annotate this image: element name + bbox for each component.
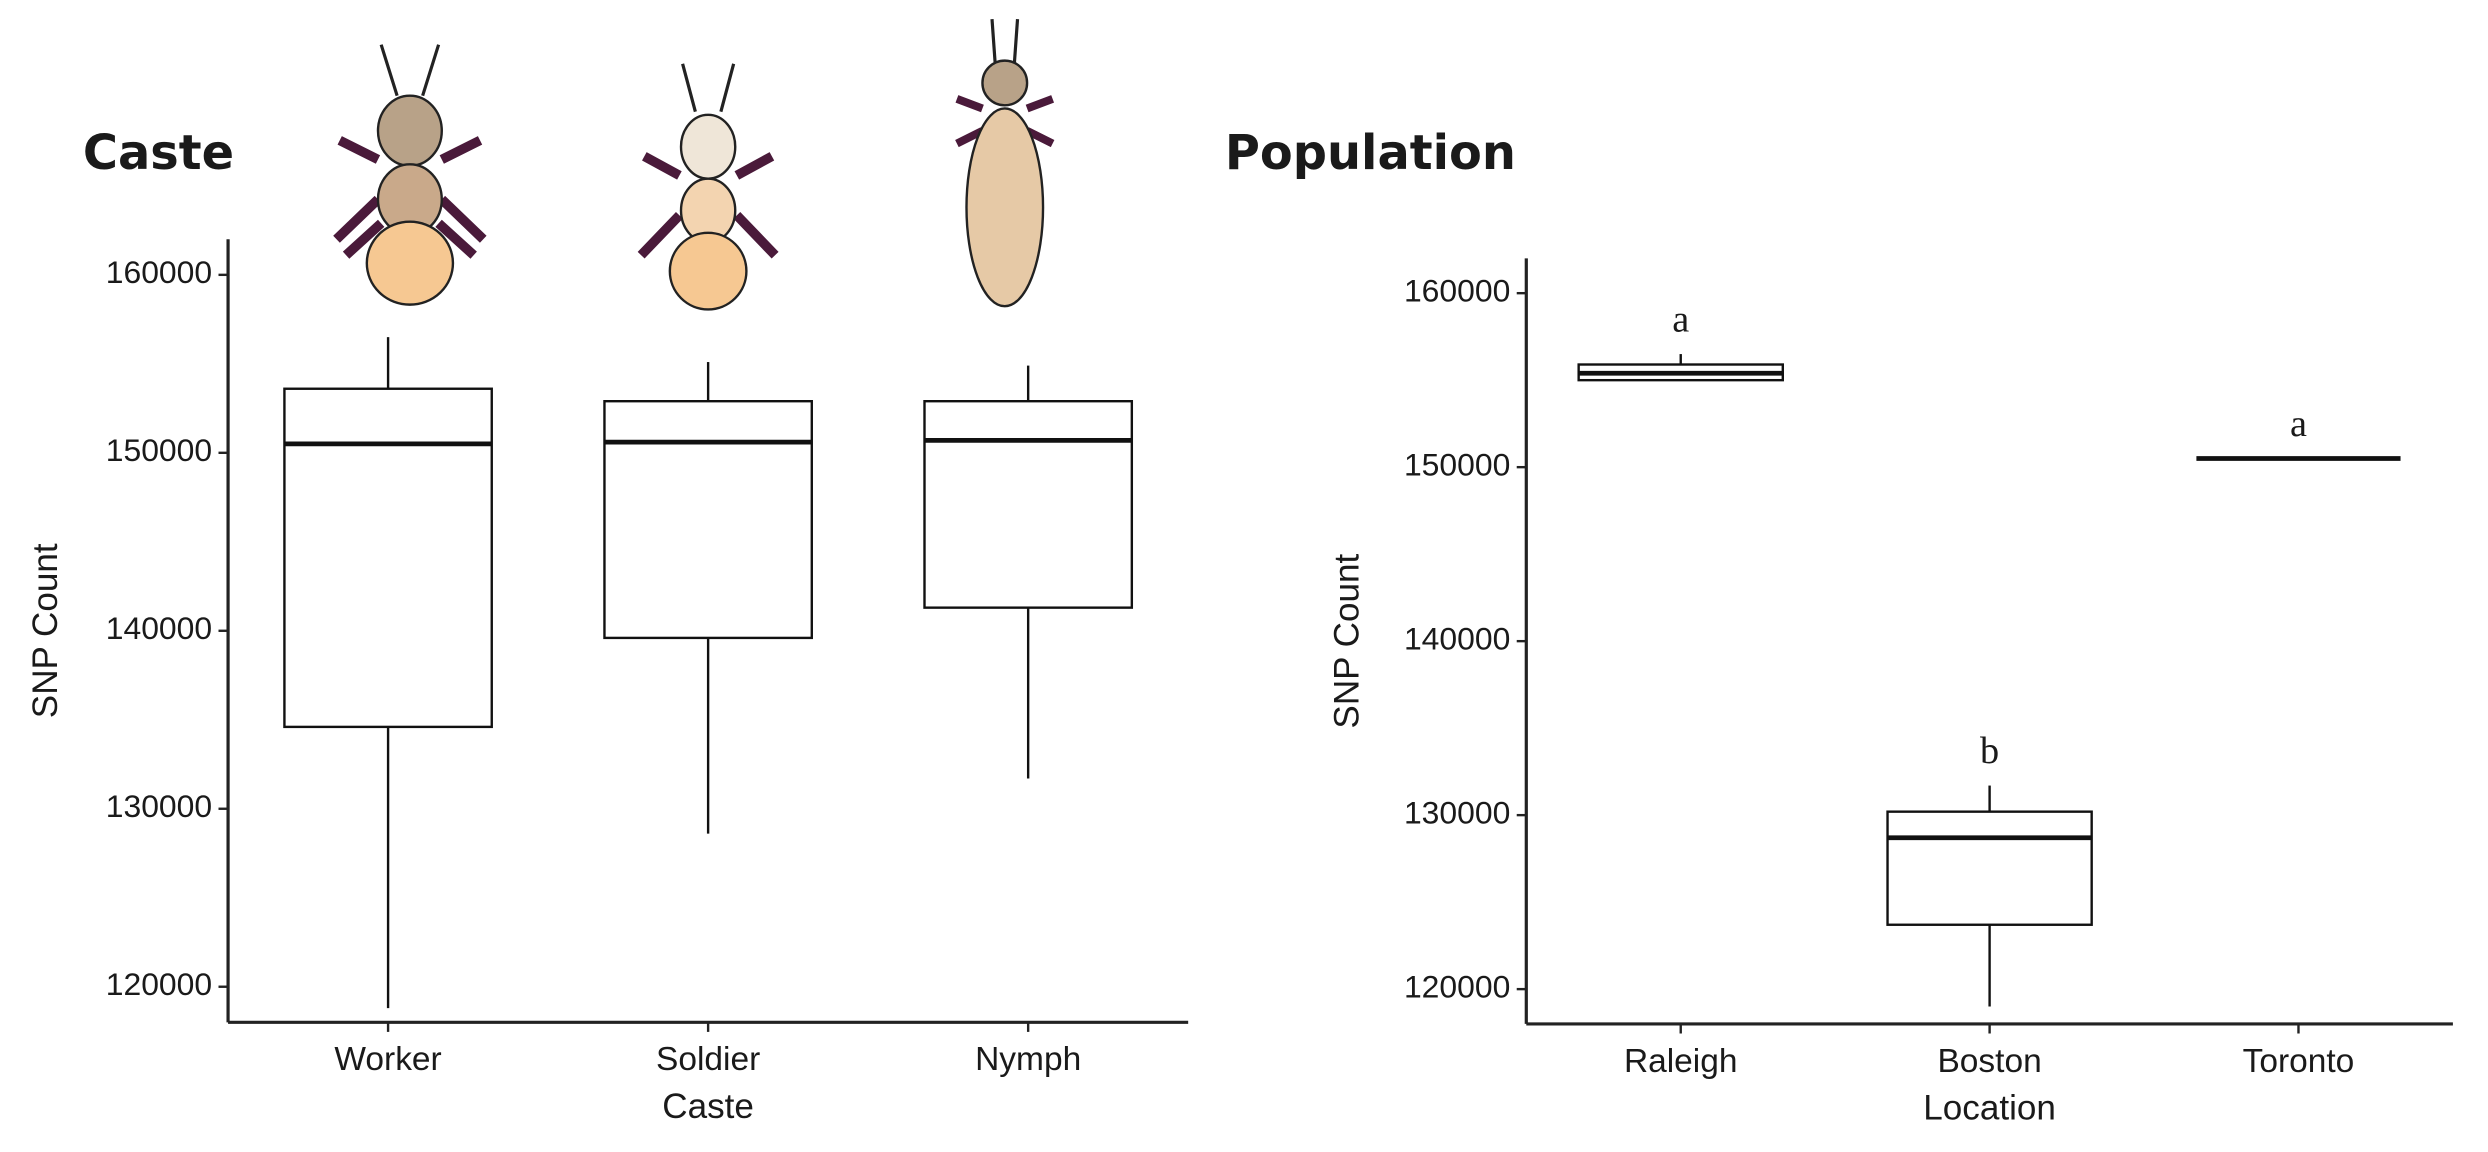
- y-tick-label: 140000: [1404, 621, 1510, 657]
- antenna: [379, 44, 441, 97]
- legs: [333, 136, 487, 259]
- mandible: [681, 63, 736, 113]
- head: [376, 94, 443, 168]
- y-tick-label: 150000: [106, 432, 212, 468]
- y-tick-label: 160000: [1404, 273, 1510, 309]
- x-tick-label: Raleigh: [1624, 1043, 1738, 1080]
- x-axis-label: Caste: [662, 1087, 754, 1126]
- y-tick-label: 140000: [106, 610, 212, 646]
- legs: [955, 95, 1055, 148]
- x-axis-label: Location: [1923, 1089, 2056, 1128]
- x-tick-label: Nymph: [975, 1041, 1081, 1078]
- y-axis-label: SNP Count: [1328, 553, 1367, 728]
- y-axis-label: SNP Count: [26, 543, 65, 718]
- head: [679, 113, 737, 180]
- box: [923, 400, 1134, 609]
- abdomen: [668, 231, 748, 311]
- y-tick-label: 120000: [1404, 969, 1510, 1005]
- box: [1886, 810, 2093, 926]
- abdomen: [365, 220, 455, 306]
- y-tick-label: 120000: [106, 966, 212, 1002]
- y-tick-label: 130000: [106, 788, 212, 824]
- x-tick-label: Soldier: [656, 1041, 760, 1078]
- y-tick-label: 130000: [1404, 795, 1510, 831]
- significance-letter: a: [2290, 403, 2307, 445]
- termite-icon: [637, 63, 779, 311]
- y-tick-label: 160000: [106, 254, 212, 290]
- antenna: [990, 19, 1020, 64]
- significance-letter: a: [1672, 299, 1689, 341]
- legs: [637, 152, 779, 259]
- y-tick-label: 150000: [1404, 447, 1510, 483]
- head: [981, 59, 1029, 107]
- abdomen: [965, 107, 1045, 308]
- x-tick-label: Boston: [1937, 1043, 2041, 1080]
- significance-letter: b: [1980, 730, 1999, 772]
- box: [603, 400, 813, 640]
- termite-icon: [333, 44, 487, 306]
- x-tick-label: Toronto: [2243, 1043, 2355, 1080]
- termite-icon: [955, 19, 1055, 308]
- chart-title: Caste: [83, 126, 234, 181]
- chart-title: Population: [1225, 126, 1516, 181]
- box: [283, 387, 493, 729]
- x-tick-label: Worker: [334, 1041, 441, 1078]
